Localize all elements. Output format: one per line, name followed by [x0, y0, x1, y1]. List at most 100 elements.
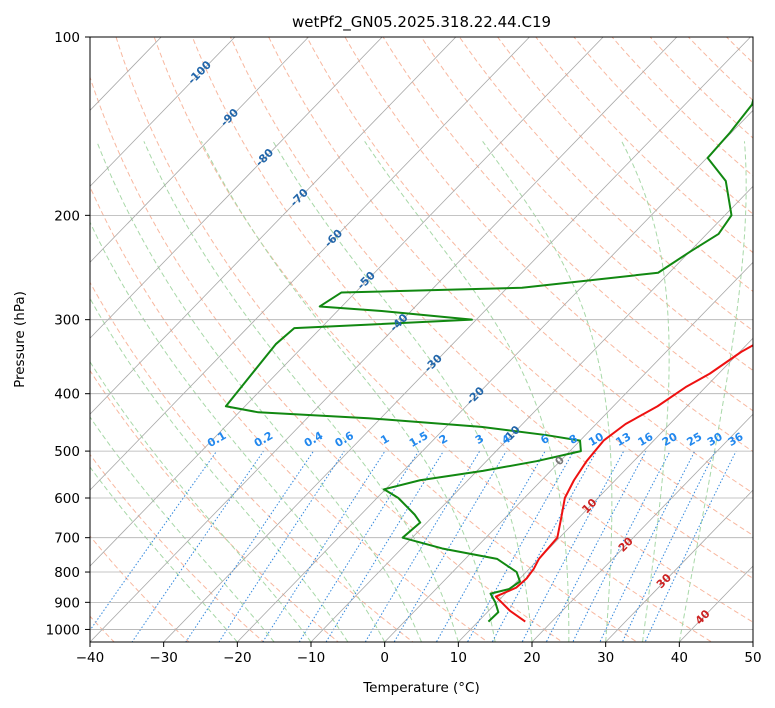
- x-axis-ticks: −40 −30 −20 −10 0 10 20 30 40 50: [76, 642, 762, 666]
- isotherm-line: [384, 261, 753, 642]
- moist-adiabat-line: [90, 466, 238, 642]
- mixing-ratio-label: 0.4: [302, 429, 326, 450]
- y-tick-label: 200: [54, 208, 80, 224]
- mixing-ratio-line: [298, 450, 420, 642]
- mixing-ratio-line: [325, 450, 444, 642]
- y-tick-label: 100: [54, 30, 80, 46]
- dry-adiabat-line: [573, 37, 753, 215]
- dry-adiabat-line: [90, 535, 190, 642]
- y-tick-label: 300: [54, 313, 80, 329]
- plot-area: -100-90-80-70-60-50-40-30-20-10010203040…: [90, 10, 775, 654]
- moist-adiabat-line: [678, 141, 747, 642]
- dry-adiabat-line: [737, 10, 775, 654]
- dry-adiabat-line: [90, 185, 489, 642]
- isotherm-line: [90, 37, 236, 187]
- dry-adiabat-line: [496, 37, 753, 293]
- x-tick-label: 0: [380, 650, 389, 666]
- y-tick-label: 700: [54, 531, 80, 547]
- y-tick-label: 400: [54, 387, 80, 403]
- moist-adiabat-line: [90, 416, 275, 642]
- mixing-ratio-line: [131, 450, 264, 642]
- x-tick-label: 40: [671, 650, 688, 666]
- x-tick-label: −40: [76, 650, 105, 666]
- isotherm-line: [90, 37, 309, 263]
- x-tick-label: 20: [523, 650, 540, 666]
- isotherms: [90, 37, 753, 642]
- y-tick-label: 900: [54, 595, 80, 611]
- y-tick-label: 500: [54, 444, 80, 460]
- x-tick-label: −30: [149, 650, 178, 666]
- moist-adiabat-line: [482, 141, 613, 642]
- mixing-ratio-label: 2: [437, 432, 450, 447]
- dewpoint-profile-line: [224, 96, 753, 623]
- sounding-series: [224, 96, 753, 623]
- y-axis-ticks: 100 200 300 400 500 600 700 800 900 1000: [46, 30, 90, 638]
- isotherm-line: [531, 413, 753, 642]
- x-tick-label: −20: [223, 650, 252, 666]
- isotherm-line: [163, 37, 751, 642]
- isotherm-line: [237, 109, 753, 642]
- dry-adiabat-line: [344, 37, 753, 453]
- y-tick-label: 600: [54, 491, 80, 507]
- mixing-ratio-label: 1: [378, 432, 391, 447]
- mixing-ratio-label: 10: [586, 430, 606, 449]
- dry-adiabats: [90, 10, 775, 654]
- isotherm-line: [90, 37, 457, 415]
- mixing-ratio-line: [466, 450, 575, 642]
- chart-title: wetPf2_GN05.2025.318.22.44.C19: [292, 13, 551, 32]
- moist-adiabat-line: [90, 221, 386, 642]
- x-tick-label: 30: [597, 650, 614, 666]
- mixing-ratio-line: [491, 450, 597, 642]
- dry-adiabat-line: [611, 37, 753, 177]
- dry-adiabat-line: [725, 37, 753, 64]
- mixing-ratio-label: 0.1: [205, 429, 228, 450]
- mixing-ratio-label: 3: [473, 432, 486, 447]
- mixing-ratio-line: [521, 450, 625, 642]
- isotherm-line: [752, 641, 753, 642]
- pressure-gridlines: [90, 37, 753, 630]
- mixing-ratio-line: [435, 450, 546, 642]
- isotherm-line: [310, 185, 753, 642]
- temperature-profile-line: [494, 344, 753, 623]
- x-tick-label: 10: [450, 650, 467, 666]
- mixing-ratio-line: [90, 450, 218, 632]
- moist-adiabat-line: [90, 360, 312, 642]
- dry-adiabat-line: [306, 37, 753, 494]
- dry-adiabat-line: [90, 369, 339, 642]
- moist-adiabat-line: [143, 141, 459, 642]
- dry-adiabat-line: [420, 37, 753, 372]
- mixing-ratio-line: [262, 450, 386, 642]
- mixing-ratio-label: 0.2: [252, 429, 275, 450]
- mixing-ratio-label: 16: [636, 430, 656, 449]
- mixing-ratio-label: 13: [614, 430, 634, 449]
- isotherm-line: [458, 337, 753, 642]
- isotherm-line: [605, 489, 753, 642]
- isotherm-line: [90, 37, 604, 567]
- moist-adiabat-line: [272, 141, 533, 642]
- mixing-ratio-line: [393, 450, 507, 642]
- y-axis-label: Pressure (hPa): [12, 291, 28, 388]
- mixing-ratio-label: 36: [726, 430, 746, 449]
- isotherm-line: [90, 37, 383, 339]
- y-tick-label: 1000: [46, 622, 80, 638]
- mixing-ratio-label: 25: [685, 430, 705, 449]
- dry-adiabat-line: [90, 75, 564, 642]
- dry-adiabat-line: [90, 281, 414, 642]
- dry-adiabat-line: [90, 453, 265, 642]
- dry-adiabat-line: [229, 37, 753, 579]
- x-tick-label: −10: [297, 650, 326, 666]
- moist-adiabat-line: [364, 141, 570, 642]
- mixing-ratio-label: 20: [660, 430, 680, 449]
- y-tick-label: 800: [54, 565, 80, 581]
- dry-adiabat-line: [153, 37, 713, 642]
- mixing-ratio-label: 6: [538, 432, 551, 447]
- plot-frame: [89, 36, 754, 643]
- x-tick-label: 50: [744, 650, 761, 666]
- isotherm-line: [90, 37, 678, 642]
- dry-adiabat-line: [382, 37, 753, 412]
- x-axis-label: Temperature (°C): [362, 680, 480, 696]
- isotherm-line: [90, 37, 530, 491]
- dry-adiabat-line: [115, 37, 638, 642]
- dry-adiabat-line: [191, 37, 753, 623]
